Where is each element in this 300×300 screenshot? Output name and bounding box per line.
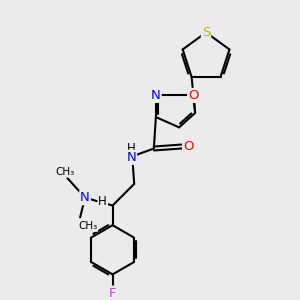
Text: H: H: [127, 142, 136, 155]
Text: H: H: [98, 195, 107, 208]
Text: F: F: [109, 286, 116, 300]
Text: O: O: [188, 89, 199, 102]
Text: S: S: [202, 26, 210, 39]
Text: CH₃: CH₃: [56, 167, 75, 177]
Text: O: O: [183, 140, 194, 153]
Text: N: N: [80, 191, 90, 204]
Text: N: N: [126, 151, 136, 164]
Text: CH₃: CH₃: [78, 221, 98, 231]
Text: N: N: [151, 89, 161, 102]
